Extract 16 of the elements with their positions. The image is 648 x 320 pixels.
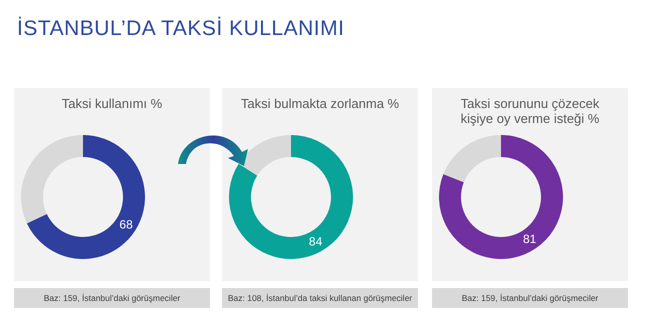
donut-slice bbox=[229, 135, 353, 259]
chart-title: Taksi bulmakta zorlanma % bbox=[240, 96, 400, 113]
donut-slice bbox=[443, 135, 501, 182]
donut-slice bbox=[26, 135, 145, 259]
data-label: 81 bbox=[522, 232, 537, 246]
text: Baz: 159, İstanbul’daki görüşmeciler bbox=[14, 288, 210, 308]
text: İSTANBUL’DA TAKSİ KULLANIMI bbox=[17, 17, 344, 41]
chart-title: Taksi kullanımı % bbox=[60, 96, 164, 113]
donut-slice bbox=[238, 135, 291, 176]
text: Baz: 108, İstanbul’da taksi kullanan görüşmeciler bbox=[222, 288, 418, 308]
donut-slice bbox=[21, 135, 83, 224]
donut-slice bbox=[439, 135, 563, 259]
data-label: 84 bbox=[308, 234, 323, 249]
chart-title: Taksi sorununu çözecek kişiye oy verme isteği % bbox=[460, 96, 600, 128]
text: Baz: 159, İstanbul’daki görüşmeciler bbox=[432, 288, 628, 308]
data-label: 68 bbox=[119, 217, 134, 232]
